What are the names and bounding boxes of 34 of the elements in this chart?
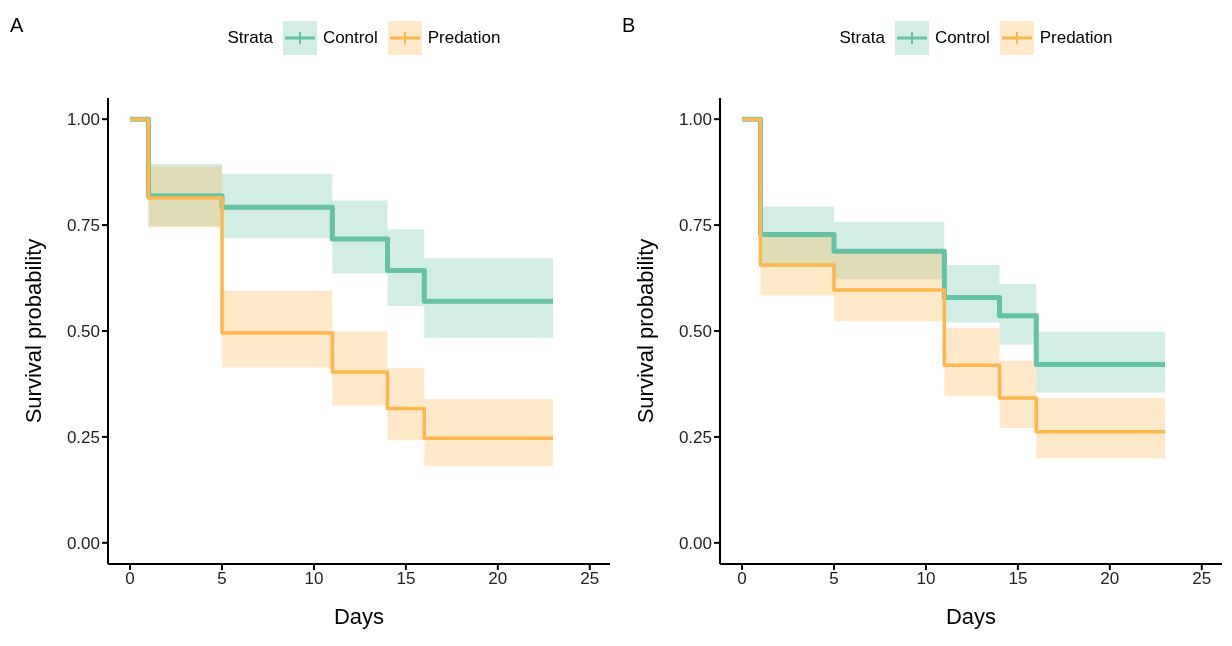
legend-title: Strata [839,28,885,48]
legend-label: Control [934,28,990,48]
legend-label: Control [322,28,378,48]
legend-label: Predation [427,28,501,48]
y-tick-label: 0.50 [66,322,100,342]
y-tick-label: 0.75 [678,216,712,236]
x-axis-title: Days [945,604,997,629]
legend-title: Strata [227,28,273,48]
x-tick-label: 15 [396,569,416,589]
y-tick-label: 0.75 [66,216,100,236]
x-tick-label: 10 [916,569,936,589]
x-tick-label: 0 [125,569,135,589]
x-tick-label: 25 [580,569,600,589]
y-axis-title: Survival probability [20,238,46,424]
y-tick-label: 1.00 [66,110,100,130]
y-tick-label: 0.50 [678,322,712,342]
chart-title: A [10,14,24,37]
y-tick-label: 0.00 [678,533,712,553]
chart-title: B [622,14,636,37]
y-tick-label: 0.00 [66,533,100,553]
x-tick-label: 0 [737,569,747,589]
x-tick-label: 20 [488,569,508,589]
x-tick-label: 15 [1008,569,1028,589]
y-tick-label: 0.25 [66,427,100,447]
y-tick-label: 0.25 [678,427,712,447]
x-tick-label: 25 [1192,569,1212,589]
x-tick-label: 20 [1100,569,1120,589]
legend-label: Predation [1039,28,1113,48]
x-tick-label: 5 [217,569,227,589]
y-tick-label: 1.00 [678,110,712,130]
x-tick-label: 5 [829,569,839,589]
y-axis-title: Survival probability [632,238,658,424]
x-tick-label: 10 [304,569,324,589]
x-axis-title: Days [333,604,385,629]
